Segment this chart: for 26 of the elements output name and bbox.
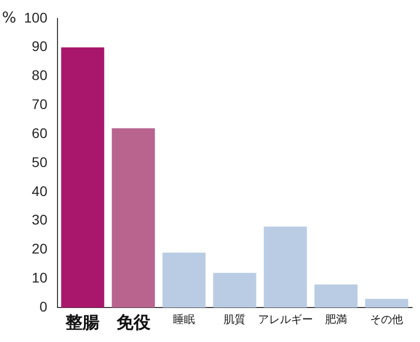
x-tick-label: アレルギー <box>258 313 313 326</box>
y-tick-label: 10 <box>32 270 48 286</box>
bar <box>112 128 155 308</box>
bar <box>213 272 256 308</box>
y-tick-label: 0 <box>40 298 48 314</box>
y-tick-label: 50 <box>32 154 48 170</box>
y-axis-title: % <box>2 8 16 26</box>
x-tick-label: 睡眠 <box>173 313 196 326</box>
x-tick-label: 免役 <box>115 313 152 334</box>
y-tick-label: 100 <box>24 9 48 26</box>
y-tick-label: 80 <box>32 67 48 84</box>
bar <box>365 298 408 308</box>
y-tick-label: 30 <box>32 212 48 228</box>
bar <box>61 47 104 308</box>
x-tick-label: 整腸 <box>64 313 100 334</box>
y-tick-label: 40 <box>32 182 48 199</box>
bar <box>162 252 206 308</box>
y-tick-label: 90 <box>32 38 48 54</box>
bar <box>264 226 307 308</box>
x-tick-label: その他 <box>370 313 404 326</box>
x-tick-label: 肥満 <box>325 313 348 326</box>
bar <box>314 284 358 308</box>
y-tick-label: 60 <box>32 124 48 141</box>
y-tick-label: 70 <box>32 96 48 112</box>
x-tick-label: 肌質 <box>224 313 246 326</box>
y-tick-label: 20 <box>32 240 48 257</box>
